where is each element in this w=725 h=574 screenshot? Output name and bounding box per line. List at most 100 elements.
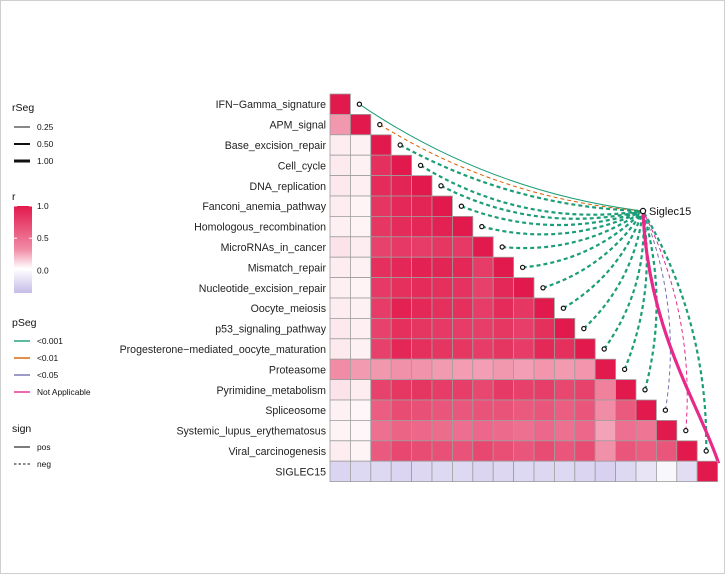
heatmap-cell: [349, 236, 372, 258]
heatmap-cell: [349, 175, 372, 197]
heatmap-cell: [390, 236, 413, 258]
heatmap-cell: [431, 379, 453, 401]
legend-title-sign: sign: [12, 423, 31, 435]
heatmap-cell: [574, 419, 596, 442]
row-label: Pyrimidine_metabolism: [216, 385, 326, 397]
heatmap-cell: [676, 440, 698, 462]
link-line: [359, 103, 644, 212]
heatmap-cell: [329, 154, 351, 176]
heatmap-cell: [370, 154, 392, 176]
heatmap-cell: [513, 460, 535, 483]
heatmap-cell: [472, 317, 494, 340]
heatmap-cell: [513, 379, 535, 401]
heatmap-cell: [554, 419, 576, 442]
heatmap-cell: [411, 399, 433, 421]
heatmap-cell: [451, 338, 474, 360]
link-line: [642, 210, 688, 431]
heatmap-cell: [472, 460, 494, 483]
link-endpoint-dot: [621, 366, 628, 373]
heatmap-cells: [329, 93, 719, 483]
link-line: [641, 210, 721, 464]
heatmap-cell: [370, 297, 392, 319]
heatmap-cell: [574, 379, 596, 401]
heatmap-cell: [349, 399, 372, 421]
heatmap-cell: [533, 358, 555, 381]
heatmap-cell: [472, 419, 494, 442]
legend-pseg-label: <0.01: [37, 353, 59, 363]
heatmap-cell: [349, 297, 372, 319]
heatmap-cell: [513, 338, 535, 360]
heatmap-cell: [451, 297, 474, 319]
legend-rseg-label: 0.50: [37, 139, 54, 149]
link-endpoint-dot: [560, 305, 567, 311]
heatmap-cell: [513, 358, 535, 381]
row-label: Proteasome: [269, 364, 326, 376]
heatmap-cell: [370, 175, 392, 197]
heatmap-cell: [411, 440, 433, 462]
heatmap-cell: [370, 215, 392, 238]
heatmap-cell: [513, 297, 535, 319]
heatmap-cell: [492, 419, 515, 442]
heatmap-cell: [329, 460, 351, 483]
heatmap-cell: [554, 399, 576, 421]
heatmap-cell: [451, 256, 474, 279]
row-label: Cell_cycle: [278, 160, 326, 172]
legend-title-pseg: pSeg: [12, 317, 37, 329]
heatmap-cell: [594, 379, 617, 401]
heatmap-cell: [370, 440, 392, 462]
link-line: [420, 164, 644, 216]
heatmap-cell: [513, 399, 535, 421]
heatmap-cell: [349, 154, 372, 176]
heatmap-cell: [615, 440, 637, 462]
heatmap-cell: [411, 338, 433, 360]
heatmap-cell: [390, 256, 413, 279]
heatmap-cell: [411, 379, 433, 401]
colorbar-tick-label: 1.0: [37, 201, 49, 211]
heatmap-cell: [533, 399, 555, 421]
colorbar-tick-label: 0.5: [37, 233, 49, 243]
heatmap-cell: [349, 419, 372, 442]
heatmap-cell: [390, 399, 413, 421]
heatmap-cell: [411, 175, 433, 197]
heatmap-cell: [656, 440, 678, 462]
heatmap-cell: [349, 195, 372, 217]
link-line: [642, 210, 671, 411]
link-line: [522, 210, 644, 269]
link-endpoint-dot: [683, 427, 689, 434]
heatmap-cell: [615, 379, 637, 401]
heatmap-cell: [329, 114, 351, 136]
heatmap-cell: [370, 277, 392, 299]
link-endpoint-dot: [642, 387, 648, 393]
link-endpoint-dot: [417, 162, 424, 169]
heatmap-cell: [329, 134, 351, 156]
row-label: Oocyte_meiosis: [251, 303, 326, 315]
heatmap-cell: [574, 358, 596, 381]
heatmap-cell: [390, 317, 413, 340]
row-label: Base_excision_repair: [225, 140, 327, 152]
heatmap-cell: [451, 277, 474, 299]
link-line: [502, 210, 644, 250]
heatmap-cell: [370, 419, 392, 442]
heatmap-cell: [594, 419, 617, 442]
heatmap-cell: [533, 297, 555, 319]
heatmap-cell: [349, 317, 372, 340]
row-label: Fanconi_anemia_pathway: [202, 201, 326, 213]
heatmap-cell: [329, 93, 351, 115]
heatmap-cell: [533, 379, 555, 401]
heatmap-cell: [431, 297, 453, 319]
heatmap-cell: [594, 358, 617, 381]
heatmap-cell: [349, 256, 372, 279]
heatmap-cell: [574, 399, 596, 421]
heatmap-cell: [472, 277, 494, 299]
heatmap-cell: [349, 460, 372, 483]
heatmap-cell: [329, 317, 351, 340]
heatmap-cell: [492, 277, 515, 299]
heatmap-cell: [390, 419, 413, 442]
heatmap-cell: [329, 195, 351, 217]
heatmap-cell: [533, 338, 555, 360]
link-endpoint-dot: [540, 285, 546, 291]
heatmap-cell: [451, 236, 474, 258]
heatmap-cell: [411, 277, 433, 299]
